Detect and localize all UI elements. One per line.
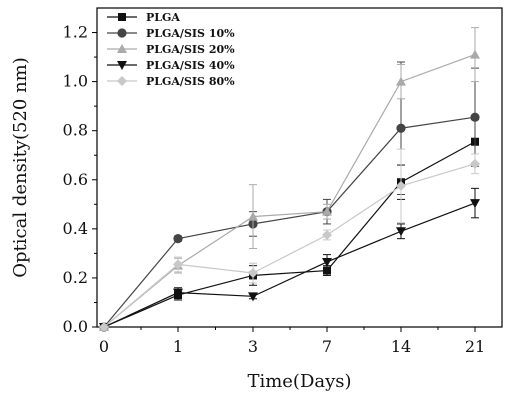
legend-marker [117,76,127,86]
x-tick-label: 1 [173,337,183,356]
data-point [470,199,480,209]
plot-frame [96,7,503,328]
data-point [396,76,406,86]
y-axis-ticks: 0.0 0.2 0.4 0.6 0.8 1.0 1.2 [63,23,97,336]
legend-label: PLGA/SIS 80% [146,75,235,88]
axes-group [96,7,503,328]
x-tick-label: 7 [322,337,332,356]
legend-marker [118,13,126,21]
data-series [99,61,480,332]
legend-label: PLGA/SIS 20% [146,43,235,56]
data-point [322,206,332,216]
y-tick-label: 0.6 [63,170,88,189]
data-point [248,292,258,302]
data-point [396,123,406,133]
legend-label: PLGA [146,11,180,24]
data-point [99,322,109,332]
legend-marker [117,28,127,38]
data-point [248,211,258,221]
data-series [100,119,479,331]
y-tick-label: 1.0 [63,72,88,91]
legend: PLGA PLGA/SIS 10% PLGA/SIS 20% PLGA/SIS 40%… [107,11,235,88]
x-tick-label: 3 [248,337,258,356]
data-point [173,234,183,244]
x-tick-label: 21 [465,337,485,356]
legend-marker [117,61,127,70]
series-line [103,141,476,328]
data-point [470,49,480,59]
legend-label: PLGA/SIS 40% [146,59,235,72]
data-series [99,148,480,332]
series-line [103,202,476,328]
data-point [248,268,258,279]
series-line [103,163,476,328]
data-point [323,266,331,275]
data-series [99,27,480,331]
y-axis-label: Optical density(520 nm) [10,57,31,278]
data-point [173,288,183,298]
y-tick-label: 0.2 [63,268,88,287]
y-tick-label: 0.4 [63,219,88,238]
data-point [322,229,332,240]
x-axis-label: Time(Days) [247,371,351,392]
series-group [99,27,480,332]
y-tick-label: 1.2 [63,23,88,42]
x-axis-ticks: 0 1 3 7 14 21 [99,327,485,356]
legend-label: PLGA/SIS 10% [146,27,235,40]
x-tick-label: 0 [99,337,109,356]
y-tick-label: 0.0 [63,317,88,336]
data-point [396,227,406,237]
series-line [103,54,476,328]
data-point [322,257,332,267]
y-tick-label: 0.8 [63,121,88,140]
data-point [470,112,480,122]
data-series [99,187,480,332]
legend-marker [117,44,127,53]
data-point [396,180,406,191]
data-point [470,158,480,169]
data-point [173,259,183,270]
series-line [103,116,476,328]
x-tick-label: 14 [391,337,411,356]
